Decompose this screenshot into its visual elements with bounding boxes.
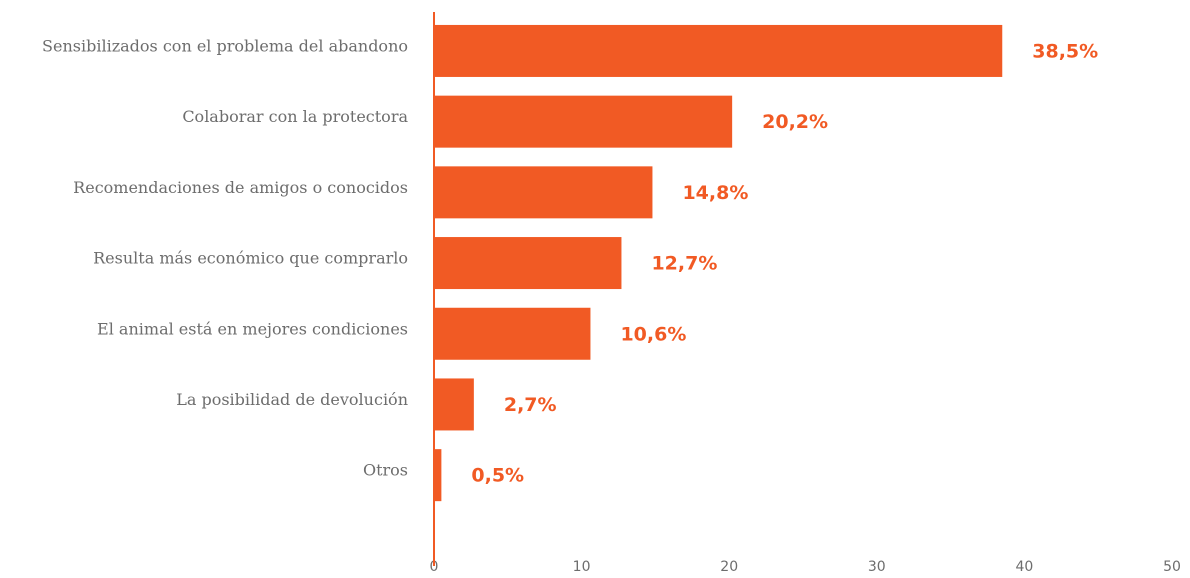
x-tick-label: 50 bbox=[1163, 559, 1181, 575]
bar bbox=[434, 307, 591, 360]
bar bbox=[434, 237, 622, 290]
value-label: 38,5% bbox=[1032, 40, 1098, 62]
x-tick-label: 0 bbox=[430, 559, 439, 575]
category-label: El animal está en mejores condiciones bbox=[97, 319, 408, 338]
bar bbox=[434, 166, 653, 219]
category-label: Otros bbox=[363, 461, 408, 480]
category-label: Colaborar con la protectora bbox=[182, 107, 408, 126]
value-label: 12,7% bbox=[651, 253, 717, 275]
x-tick-label: 30 bbox=[868, 559, 886, 575]
value-label: 20,2% bbox=[762, 111, 828, 133]
x-tick-label: 20 bbox=[720, 559, 738, 575]
value-label: 0,5% bbox=[471, 465, 524, 487]
category-label: Sensibilizados con el problema del aband… bbox=[42, 36, 408, 55]
bar bbox=[434, 24, 1003, 77]
x-tick-label: 10 bbox=[573, 559, 591, 575]
category-label: Recomendaciones de amigos o conocidos bbox=[73, 178, 408, 197]
bar bbox=[434, 449, 442, 502]
category-label: La posibilidad de devolución bbox=[176, 390, 408, 409]
bar bbox=[434, 95, 733, 148]
category-label: Resulta más económico que comprarlo bbox=[93, 249, 408, 268]
value-label: 10,6% bbox=[620, 323, 686, 345]
x-tick-label: 40 bbox=[1015, 559, 1033, 575]
value-label: 2,7% bbox=[504, 394, 557, 416]
value-label: 14,8% bbox=[682, 182, 748, 204]
bar bbox=[434, 378, 474, 431]
